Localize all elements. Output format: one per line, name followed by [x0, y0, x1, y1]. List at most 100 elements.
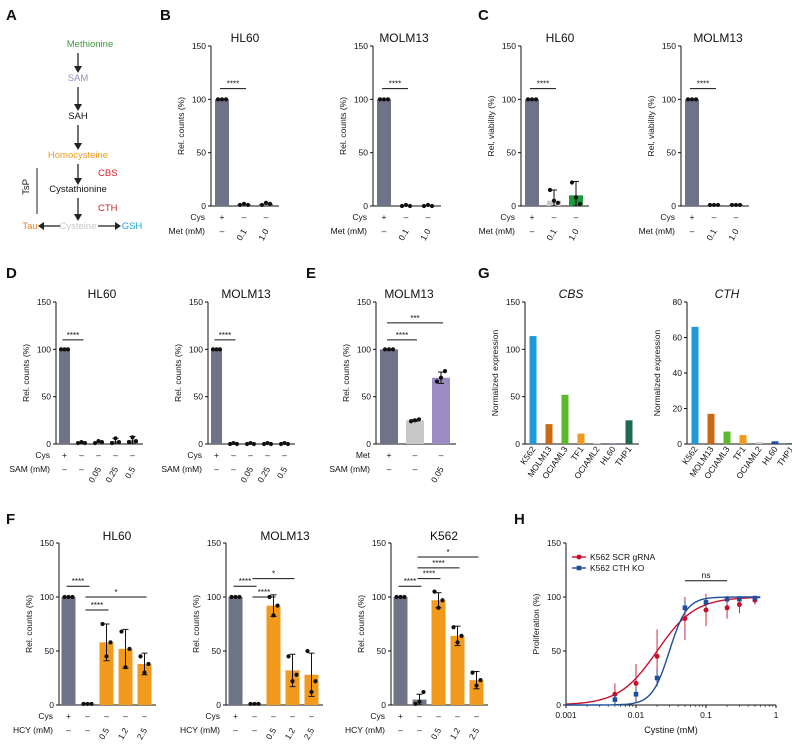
chart-title: MOLM13: [384, 287, 434, 301]
condition-row-label: SAM (mM): [161, 464, 202, 474]
data-point: [682, 605, 688, 611]
sig-label: ****: [537, 80, 549, 89]
condition-value: –: [426, 212, 431, 222]
y-tick-label: 150: [192, 41, 206, 51]
pathway-arrows: [44, 53, 115, 227]
x-tick-label: 1: [774, 710, 779, 720]
condition-value: –: [309, 711, 314, 721]
condition-value: –: [271, 711, 276, 721]
sig-label: ns: [702, 570, 711, 580]
bar: [285, 670, 300, 705]
condition-value: +: [233, 711, 238, 721]
bar: [691, 326, 699, 444]
condition-value: –: [530, 226, 535, 236]
y-tick-label: 0: [49, 700, 54, 710]
condition-value: –: [231, 464, 236, 474]
panel-label-f: F: [6, 511, 15, 528]
condition-value: 0.1: [704, 227, 719, 242]
data-point: [75, 440, 81, 446]
y-tick-label: 50: [667, 148, 677, 158]
sig-label: ****: [404, 577, 416, 586]
data-point: [223, 97, 229, 102]
condition-value: 0.25: [255, 465, 272, 485]
data-point: [229, 594, 234, 600]
bar: [215, 99, 229, 206]
data-point: [707, 202, 713, 208]
y-tick-label: 50: [511, 392, 521, 402]
condition-value: –: [96, 450, 101, 460]
data-point: [715, 202, 721, 208]
data-point: [241, 201, 247, 206]
condition-value: –: [439, 450, 444, 460]
data-point: [233, 594, 238, 600]
data-point: [215, 97, 221, 102]
condition-row-label: Cys: [187, 450, 202, 460]
bar: [739, 435, 747, 444]
data-point: [434, 379, 440, 384]
condition-value: –: [79, 450, 84, 460]
data-point: [394, 594, 399, 600]
data-point: [62, 594, 67, 600]
y-tick-label: 0: [556, 700, 561, 710]
y-axis-label: Normalized expression: [490, 330, 500, 417]
y-tick-label: 100: [354, 94, 368, 104]
y-tick-label: 50: [507, 148, 517, 158]
condition-value: 0.05: [86, 465, 103, 485]
data-point: [737, 596, 742, 602]
condition-value: –: [417, 711, 422, 721]
data-point: [251, 441, 257, 447]
data-point: [305, 648, 310, 654]
data-point: [231, 440, 236, 446]
data-point: [413, 701, 418, 707]
y-tick-label: 0: [363, 201, 368, 211]
bar: [259, 203, 273, 206]
data-point: [438, 375, 444, 380]
condition-value: +: [66, 711, 71, 721]
data-point: [282, 440, 287, 446]
data-point: [248, 440, 253, 446]
sig-label: ****: [396, 331, 408, 340]
condition-value: –: [123, 711, 128, 721]
y-tick-label: 100: [40, 592, 54, 602]
data-point: [256, 701, 261, 707]
bar: [525, 99, 539, 206]
condition-value: –: [242, 212, 247, 222]
data-point: [736, 602, 742, 608]
condition-value: –: [290, 711, 295, 721]
condition-row-label: Met (mM): [169, 226, 206, 236]
data-point: [547, 187, 553, 193]
data-point: [108, 640, 113, 645]
y-tick-label: 150: [357, 297, 371, 307]
y-tick-label: 0: [46, 439, 51, 449]
y-tick-label: 150: [207, 538, 221, 548]
condition-value: +: [214, 450, 219, 460]
y-tick-label: 100: [192, 94, 206, 104]
panel-label-h: H: [514, 511, 525, 528]
bar: [577, 433, 585, 444]
bar: [723, 431, 731, 444]
y-axis-label: Rel. viability (%): [486, 95, 496, 156]
data-point: [711, 202, 717, 208]
data-point: [407, 203, 413, 209]
data-point: [569, 180, 575, 185]
node-methionine: Methionine: [67, 39, 113, 50]
data-point: [219, 97, 225, 102]
condition-value: –: [417, 725, 422, 735]
chart-title: CBS: [559, 287, 584, 301]
condition-row-label: Cys: [660, 212, 675, 222]
legend-label: K562 CTH KO: [590, 563, 645, 573]
condition-value: 0.5: [123, 465, 138, 480]
condition-value: –: [690, 226, 695, 236]
condition-value: –: [282, 450, 287, 460]
condition-value: +: [220, 212, 225, 222]
data-point: [119, 629, 124, 634]
condition-value: –: [231, 450, 236, 460]
condition-value: –: [79, 464, 84, 474]
data-point: [116, 440, 122, 445]
arrowhead-3: [74, 143, 82, 150]
data-point: [689, 97, 695, 102]
condition-value: –: [264, 212, 269, 222]
bar: [377, 99, 391, 206]
